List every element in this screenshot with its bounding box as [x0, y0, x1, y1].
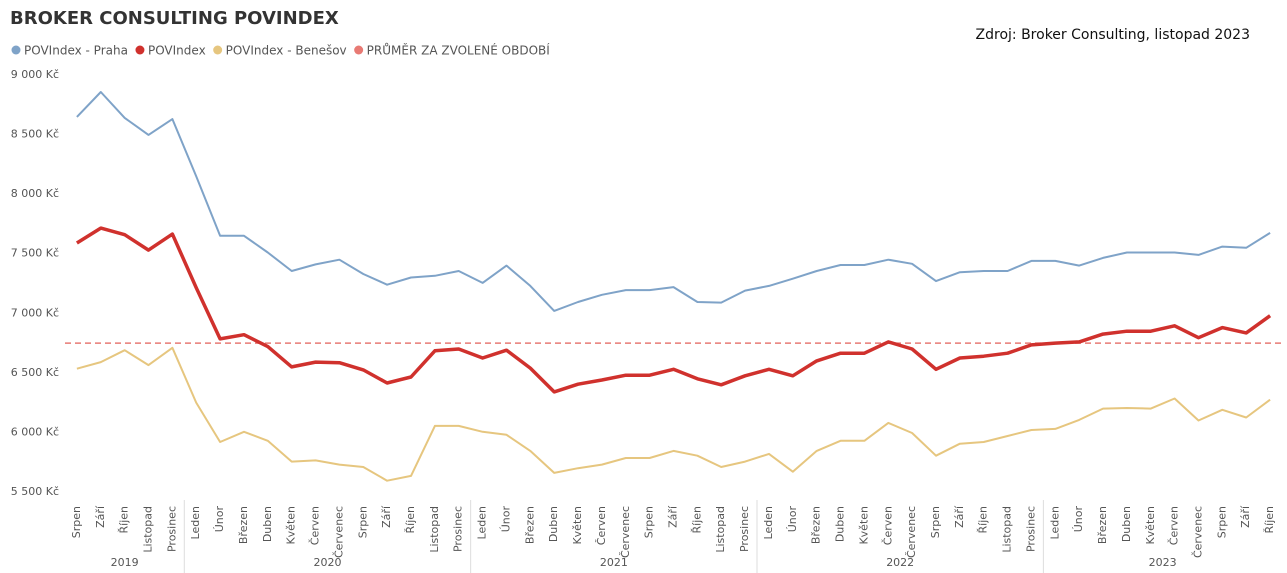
chart-title: BROKER CONSULTING POVINDEX	[10, 8, 339, 29]
x-tick-label: Červenec	[1191, 506, 1204, 558]
x-tick-label: Říjen	[977, 506, 990, 534]
legend-marker	[11, 45, 21, 55]
x-tick-label: Březen	[237, 506, 250, 544]
x-tick-label: Duben	[261, 506, 274, 542]
legend-marker	[354, 45, 364, 55]
x-tick-label: Srpen	[1215, 506, 1228, 538]
x-tick-label: Květen	[857, 506, 870, 545]
x-tick-label: Leden	[762, 506, 775, 539]
x-tick-label: Leden	[1048, 506, 1061, 539]
legend-label: POVIndex - Benešov	[226, 44, 347, 58]
series-line	[76, 346, 1271, 482]
x-tick-label: Prosinec	[738, 506, 751, 552]
legend-marker	[135, 45, 145, 55]
x-tick-label: Únor	[1072, 506, 1085, 533]
x-tick-label: Květen	[571, 506, 584, 545]
x-tick-label: Říjen	[404, 506, 417, 534]
x-tick-label: Leden	[476, 506, 489, 539]
x-tick-label: Červen	[1168, 506, 1181, 545]
x-tick-label: Listopad	[142, 506, 155, 553]
x-tick-label: Srpen	[356, 506, 369, 538]
x-tick-label: Leden	[189, 506, 202, 539]
year-label: 2020	[313, 556, 341, 569]
y-tick-label: 6 500 Kč	[11, 366, 59, 379]
x-tick-label: Červen	[881, 506, 894, 545]
x-tick-label: Duben	[547, 506, 560, 542]
y-tick-label: 7 500 Kč	[11, 247, 59, 260]
x-tick-label: Červenec	[332, 506, 345, 558]
x-tick-label: Březen	[810, 506, 823, 544]
x-tick-label: Listopad	[1001, 506, 1014, 553]
x-tick-label: Červenec	[905, 506, 918, 558]
x-tick-label: Říjen	[690, 506, 703, 534]
y-tick-label: 6 000 Kč	[11, 425, 59, 438]
series-line	[76, 91, 1271, 312]
x-tick-label: Červenec	[619, 506, 632, 558]
legend-label: POVIndex - Praha	[24, 44, 128, 58]
x-tick-label: Srpen	[643, 506, 656, 538]
x-tick-label: Prosinec	[1024, 506, 1037, 552]
y-tick-label: 8 500 Kč	[11, 128, 59, 141]
series-line	[75, 226, 1272, 394]
year-label: 2022	[886, 556, 914, 569]
year-label: 2021	[600, 556, 628, 569]
legend-marker	[213, 45, 223, 55]
x-tick-label: Říjen	[118, 506, 131, 534]
x-tick-label: Srpen	[70, 506, 83, 538]
x-tick-label: Březen	[1096, 506, 1109, 544]
y-tick-label: 5 500 Kč	[11, 485, 59, 498]
source: Zdroj: Broker Consulting, listopad 2023	[976, 27, 1250, 43]
x-tick-label: Únor	[786, 506, 799, 533]
x-tick-label: Listopad	[428, 506, 441, 553]
y-tick-label: 7 000 Kč	[11, 306, 59, 319]
x-tick-label: Září	[380, 505, 393, 528]
x-tick-label: Prosinec	[452, 506, 465, 552]
x-tick-label: Květen	[285, 506, 298, 545]
legend-label: POVIndex	[148, 44, 206, 58]
x-tick-label: Srpen	[929, 506, 942, 538]
year-label: 2023	[1149, 556, 1177, 569]
legend-label: PRŮMĚR ZA ZVOLENÉ OBDOBÍ	[367, 43, 551, 58]
y-tick-label: 9 000 Kč	[11, 68, 59, 81]
y-tick-label: 8 000 Kč	[11, 187, 59, 200]
x-tick-label: Září	[1239, 505, 1252, 528]
x-tick-label: Září	[667, 505, 680, 528]
x-tick-label: Duben	[1120, 506, 1133, 542]
x-tick-label: Červen	[309, 506, 322, 545]
x-tick-label: Duben	[834, 506, 847, 542]
x-tick-label: Únor	[499, 506, 512, 533]
x-tick-label: Červen	[595, 506, 608, 545]
year-label: 2019	[111, 556, 139, 569]
x-tick-label: Říjen	[1263, 506, 1276, 534]
x-tick-label: Únor	[213, 506, 226, 533]
x-tick-label: Listopad	[714, 506, 727, 553]
x-tick-label: Květen	[1144, 506, 1157, 545]
x-tick-label: Prosinec	[165, 506, 178, 552]
x-tick-label: Březen	[523, 506, 536, 544]
x-tick-label: Září	[953, 505, 966, 528]
x-tick-label: Září	[94, 505, 107, 528]
